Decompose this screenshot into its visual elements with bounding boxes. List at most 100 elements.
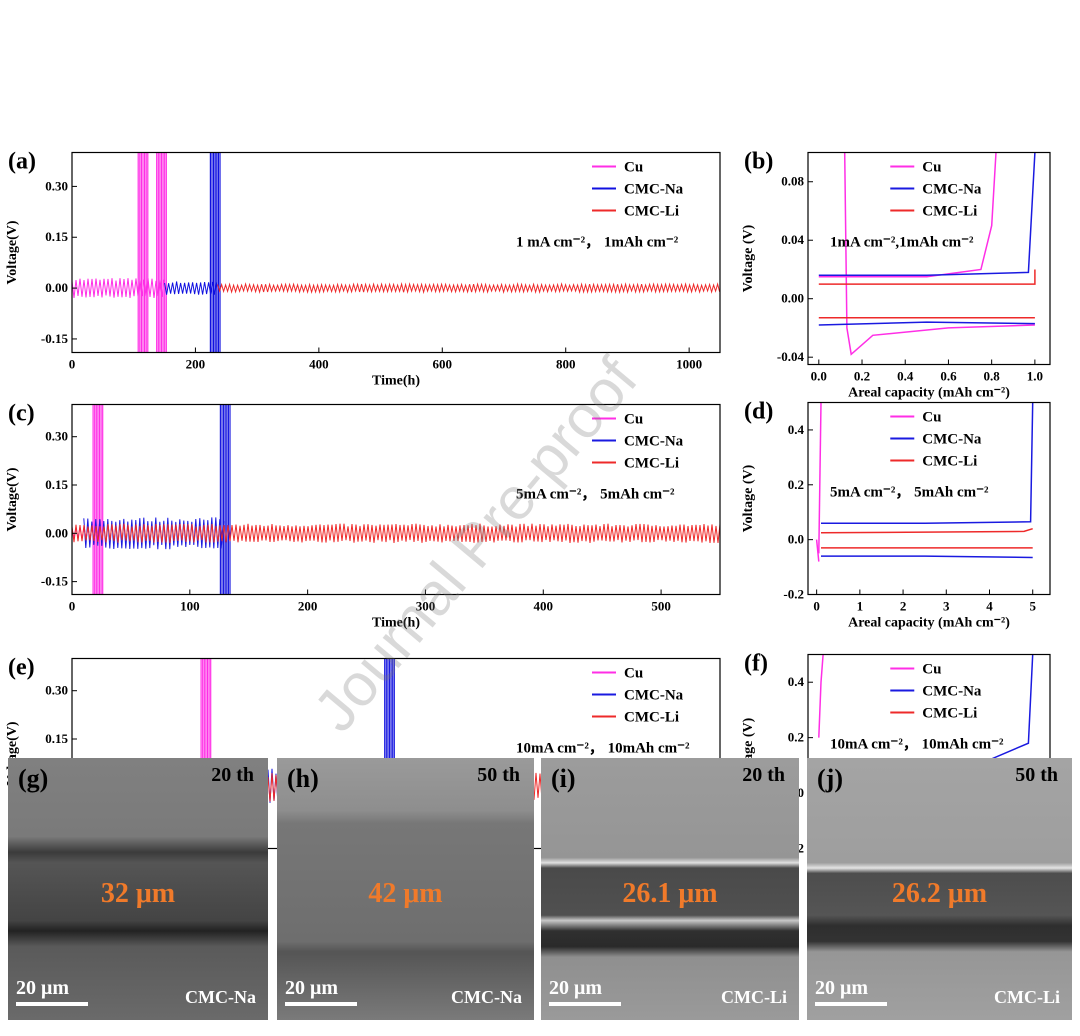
x-tick-label: 0 — [69, 357, 76, 372]
sem-label: (i) — [551, 764, 576, 793]
sem-thickness: 26.1 μm — [622, 878, 718, 909]
legend-label: Cu — [624, 666, 643, 682]
x-tick-label: 1.0 — [1027, 369, 1043, 384]
sem-cycle: 20 th — [742, 764, 785, 786]
x-tick-label: 0.8 — [984, 369, 1001, 384]
y-tick-label: 0.15 — [45, 229, 68, 244]
panel-label: (e) — [8, 655, 35, 681]
series-spike-cmc-na — [209, 152, 221, 353]
y-axis-label: Voltage (V) — [741, 464, 756, 532]
panel-label: (b) — [744, 149, 773, 175]
x-tick-label: 100 — [180, 599, 200, 614]
series-spike-cu — [137, 152, 167, 353]
plot-frame — [71, 403, 721, 596]
legend-label: CMC-Na — [624, 688, 684, 704]
series-line-cmc-na-charge — [821, 402, 1034, 524]
sem-thickness: 26.2 μm — [891, 878, 988, 909]
series-line-cmc-na-charge — [818, 152, 1036, 277]
chart-panel-c: 0 100 200 300 400 500 -0.15 0.00 0.15 0.30 Time(h)… — [5, 401, 721, 631]
scale-bar — [815, 1002, 887, 1006]
x-axis-label: Areal capacity (mAh cm⁻²) — [848, 386, 1010, 401]
x-tick-label: 0.0 — [811, 369, 827, 384]
y-tick-label: 0.0 — [788, 532, 804, 547]
series-spike-cmc-na — [384, 658, 395, 849]
plot-area — [72, 152, 720, 353]
sem-cycle: 20 th — [211, 764, 254, 786]
condition-annotation: 10mA cm⁻²， 10mAh cm⁻² — [830, 737, 1004, 753]
sem-cycle: 50 th — [1015, 764, 1058, 786]
y-tick-label: 0.30 — [45, 683, 68, 698]
x-tick-label: 0.2 — [854, 369, 870, 384]
sem-panel-g: (g) 20 th 32 μm 20 μm CMC-Na — [8, 758, 268, 1020]
y-tick-label: 0.00 — [45, 280, 68, 295]
x-tick-label: 200 — [186, 357, 206, 372]
series-line-cmc-na-discharge — [821, 555, 1033, 559]
plot-area — [818, 152, 1036, 356]
x-tick-label: 400 — [534, 599, 554, 614]
y-tick-label: 0.4 — [788, 674, 805, 689]
legend-label: CMC-Na — [922, 432, 982, 448]
scale-bar — [285, 1002, 357, 1006]
condition-annotation: 5mA cm⁻²， 5mAh cm⁻² — [516, 487, 675, 503]
y-tick-label: -0.15 — [41, 331, 69, 346]
plot-frame — [807, 401, 1051, 596]
chart-panel-b: 0.0 0.2 0.4 0.6 0.8 1.0 -0.04 0.00 0.04 0.08 Areal… — [741, 149, 1051, 401]
condition-annotation: 5mA cm⁻²， 5mAh cm⁻² — [830, 485, 989, 501]
x-tick-label: 0.6 — [940, 369, 957, 384]
series-spike-cu — [92, 404, 104, 595]
panel-label: (a) — [8, 149, 36, 175]
x-tick-label: 500 — [651, 599, 671, 614]
legend-label: CMC-Na — [624, 182, 684, 198]
x-axis-label: Areal capacity (mAh cm⁻²) — [848, 616, 1010, 631]
x-tick-label: 600 — [433, 357, 453, 372]
y-tick-label: 0.15 — [45, 731, 68, 746]
series-line-cu-discharge — [815, 539, 820, 562]
plot-frame — [71, 151, 721, 354]
series-spike-cmc-na — [219, 404, 231, 595]
series-line-cu-charge — [818, 152, 997, 278]
legend-label: CMC-Li — [624, 204, 679, 220]
y-tick-label: 0.00 — [781, 291, 804, 306]
sem-cycle: 50 th — [477, 764, 520, 786]
series-line-cmc-na — [164, 281, 218, 295]
legend-label: CMC-Li — [624, 710, 679, 726]
x-tick-label: 4 — [986, 599, 993, 614]
x-tick-label: 5 — [1029, 599, 1036, 614]
legend-label: Cu — [922, 410, 941, 426]
sem-scale-text: 20 μm — [549, 977, 602, 999]
y-tick-label: -0.2 — [783, 587, 804, 602]
series-spike-cu — [200, 658, 212, 849]
y-tick-label: 0.30 — [45, 429, 68, 444]
y-tick-label: -0.04 — [777, 349, 805, 364]
y-tick-label: 0.15 — [45, 477, 68, 492]
x-tick-label: 300 — [416, 599, 436, 614]
sem-scale-text: 20 μm — [16, 977, 69, 999]
plot-area — [815, 402, 1034, 562]
chart-panel-d: 0 1 2 3 4 5 -0.2 0.0 0.2 0.4 Areal capacity (mAh c… — [741, 399, 1051, 631]
series-line-cmc-na-discharge — [818, 321, 1035, 326]
x-tick-label: 1 — [857, 599, 864, 614]
series-line-cmc-li-charge — [820, 527, 1033, 534]
scale-bar — [16, 1002, 88, 1006]
sem-material: CMC-Li — [994, 987, 1060, 1007]
series-line-cu-charge — [818, 402, 822, 554]
y-axis-label: Voltage(V) — [5, 467, 20, 531]
condition-annotation: 1mA cm⁻²,1mAh cm⁻² — [830, 235, 974, 251]
sem-thickness: 42 μm — [368, 878, 443, 909]
series-line-cu-charge — [818, 654, 824, 738]
series-line-cmc-li — [72, 523, 720, 544]
y-tick-label: 0.2 — [788, 730, 804, 745]
sem-thickness: 32 μm — [100, 878, 176, 909]
legend-label: CMC-Li — [922, 454, 977, 470]
legend-label: Cu — [922, 662, 941, 678]
chart-panel-a: 0 200 400 600 800 1000 -0.15 0.00 0.15 0.30 Time(h… — [5, 149, 721, 389]
panel-label: (c) — [8, 401, 35, 427]
y-tick-label: 0.30 — [45, 178, 68, 193]
legend-label: CMC-Na — [624, 434, 684, 450]
y-axis-label: Voltage(V) — [5, 220, 20, 284]
panel-label: (d) — [744, 399, 773, 425]
plot-frame — [807, 151, 1051, 366]
y-axis-label: Voltage (V) — [741, 224, 756, 292]
legend-label: Cu — [624, 412, 643, 428]
sem-material: CMC-Li — [721, 987, 787, 1007]
